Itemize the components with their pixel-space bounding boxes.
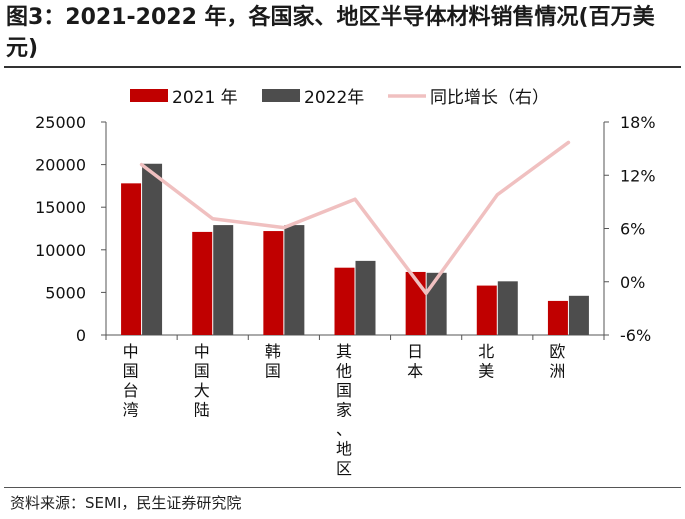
- growth-point: [495, 193, 499, 197]
- growth-point: [211, 217, 215, 221]
- x-category-label: 中国台湾: [123, 342, 139, 420]
- y-left-tick-label: 15000: [35, 198, 86, 217]
- y-left-tick-label: 10000: [35, 241, 86, 260]
- bar-2022: [426, 272, 447, 335]
- x-category-label: 日本: [407, 342, 423, 381]
- y-left-tick-label: 20000: [35, 156, 86, 175]
- legend-label-2022: 2022年: [304, 88, 364, 108]
- y-right-tick-label: 18%: [620, 113, 656, 132]
- y-right-tick-label: 0%: [620, 273, 645, 292]
- bar-2022: [355, 260, 376, 335]
- x-category-label: 欧洲: [549, 342, 565, 381]
- bar-2021: [263, 231, 284, 335]
- bar-2021: [192, 231, 213, 335]
- x-category-label: 北美: [478, 342, 494, 381]
- bar-2022: [142, 163, 163, 335]
- figure-title: 图3：2021-2022 年，各国家、地区半导体材料销售情况(百万美元): [6, 5, 655, 61]
- y-left-tick-label: 0: [76, 326, 86, 345]
- y-right-tick-label: 12%: [620, 166, 656, 185]
- title-divider: [4, 66, 681, 68]
- legend-label-growth: 同比增长（右）: [430, 88, 549, 108]
- y-right-tick-label: 6%: [620, 220, 645, 239]
- growth-point: [140, 163, 144, 167]
- bar-2021: [547, 300, 568, 335]
- y-left-tick-label: 5000: [45, 283, 86, 302]
- chart-plot: 0 5000 10000 15000 20000 25000 -6% 0% 6% 12% 18% 中国…: [35, 88, 655, 478]
- figure-source: 资料来源：SEMI，民生证券研究院: [10, 494, 242, 512]
- bar-2021: [121, 183, 142, 335]
- x-category-label: 韩国: [265, 342, 281, 381]
- growth-point: [282, 226, 286, 230]
- source-divider: [4, 487, 681, 488]
- x-category-label: 中国大陆: [194, 342, 210, 420]
- bar-2021: [476, 285, 497, 335]
- bar-2022: [568, 295, 589, 335]
- bar-2022: [497, 281, 518, 335]
- legend-label-2021: 2021 年: [172, 88, 238, 108]
- y-left-tick-label: 25000: [35, 113, 86, 132]
- bar-2022: [213, 225, 234, 335]
- growth-point: [424, 291, 428, 295]
- y-right-tick-label: -6%: [620, 326, 651, 345]
- growth-point: [566, 140, 570, 144]
- bar-2021: [334, 267, 355, 335]
- legend-swatch-2021: [130, 89, 168, 102]
- x-category-label: 其他国家、地区: [336, 342, 352, 478]
- bar-2022: [284, 225, 305, 335]
- growth-point: [353, 197, 357, 201]
- legend-swatch-2022: [262, 89, 300, 102]
